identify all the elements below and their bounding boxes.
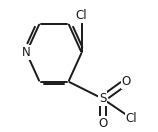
- Text: Cl: Cl: [76, 9, 87, 22]
- Text: S: S: [99, 92, 106, 105]
- Text: Cl: Cl: [126, 112, 137, 125]
- Text: O: O: [98, 117, 107, 130]
- Text: O: O: [122, 75, 131, 88]
- Text: N: N: [22, 46, 31, 59]
